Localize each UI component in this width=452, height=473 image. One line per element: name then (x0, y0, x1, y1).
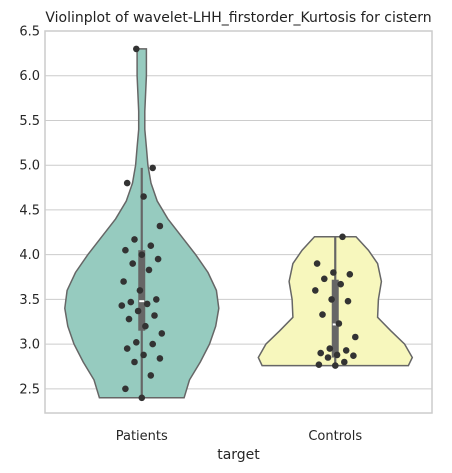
y-tick-label: 5.5 (19, 114, 40, 129)
data-point (123, 345, 131, 352)
y-tick-label: 4.5 (19, 203, 40, 218)
data-point (317, 349, 325, 357)
data-point (133, 45, 140, 53)
y-tick-label: 5.0 (19, 159, 40, 174)
data-point (312, 287, 319, 294)
data-point (315, 361, 323, 369)
data-point (313, 260, 321, 267)
data-point (149, 164, 156, 172)
data-point (342, 347, 350, 354)
data-point (341, 358, 348, 366)
data-point (149, 340, 156, 348)
data-point (129, 260, 136, 267)
data-point (142, 322, 149, 330)
data-point (332, 362, 339, 369)
data-point (133, 339, 140, 346)
data-point (143, 300, 151, 308)
x-axis-label: target (217, 447, 260, 463)
data-point (151, 312, 158, 319)
data-point (339, 233, 346, 241)
data-point (136, 287, 144, 294)
data-point (319, 311, 326, 318)
data-point (350, 352, 357, 360)
y-tick-label: 4.0 (19, 248, 40, 263)
y-tick-label: 3.0 (19, 338, 40, 353)
y-tick-label: 2.5 (19, 382, 40, 397)
data-point (122, 385, 129, 393)
y-tick-label: 6.0 (19, 69, 40, 84)
data-point (321, 275, 328, 283)
data-point (131, 358, 138, 366)
data-point (344, 297, 352, 305)
data-point (153, 296, 160, 303)
chart-title: Violinplot of wavelet-LHH_firstorder_Kur… (45, 10, 431, 26)
data-point (140, 193, 147, 200)
data-point (145, 266, 153, 274)
iqr-box-controls (331, 279, 339, 358)
x-tick-label: Controls (308, 429, 362, 444)
data-point (122, 246, 129, 254)
x-tick-label: Patients (116, 429, 168, 444)
data-point (346, 271, 354, 278)
data-point (328, 296, 335, 303)
data-point (147, 242, 155, 249)
data-point (156, 355, 164, 362)
data-point (156, 222, 164, 230)
y-axis-ticks: 2.5 3.0 3.5 4.0 4.5 5.0 5.5 6.0 6.5 (19, 25, 40, 398)
x-axis-ticks: Patients Controls (116, 429, 363, 444)
data-point (352, 333, 359, 341)
data-point (123, 179, 131, 187)
y-tick-label: 6.5 (19, 25, 40, 40)
data-points (118, 45, 359, 402)
data-point (138, 394, 146, 402)
data-point (140, 351, 147, 359)
data-point (127, 298, 135, 306)
data-point (326, 345, 334, 352)
data-point (138, 251, 146, 258)
data-point (158, 330, 166, 337)
data-point (147, 372, 155, 379)
data-point (118, 302, 126, 309)
plot-frame (44, 30, 433, 414)
data-point (333, 351, 341, 359)
data-point (134, 307, 142, 315)
data-point (125, 315, 133, 323)
data-point (337, 280, 345, 288)
data-point (324, 354, 332, 361)
data-point (330, 269, 337, 276)
violins (64, 48, 414, 399)
data-point (131, 236, 138, 243)
data-point (120, 278, 127, 285)
data-point (335, 320, 343, 327)
y-tick-label: 3.5 (19, 293, 40, 308)
data-point (154, 255, 162, 263)
